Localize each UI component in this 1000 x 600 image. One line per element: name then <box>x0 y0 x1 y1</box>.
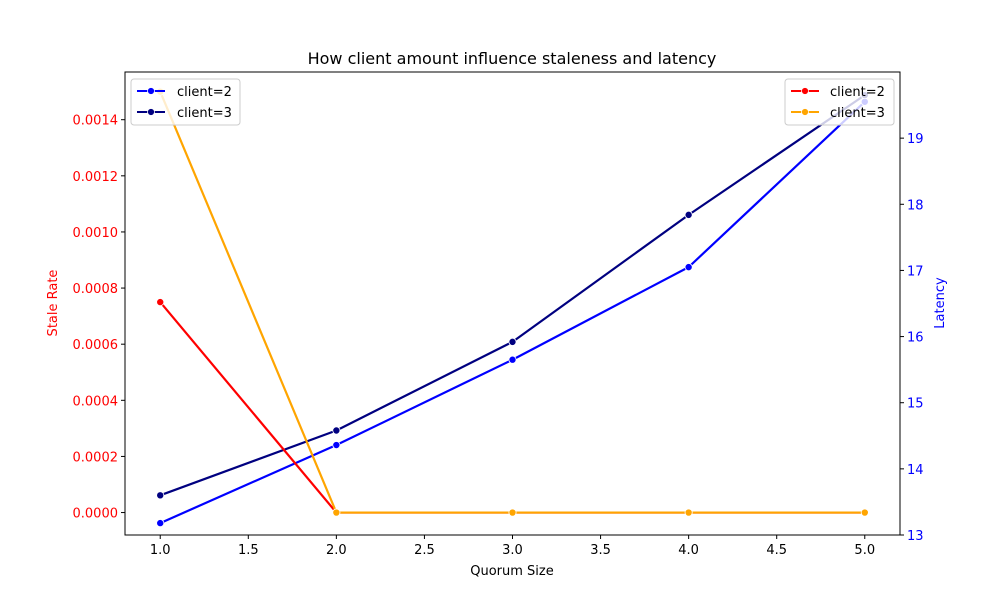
left-y-tick-label: 0.0008 <box>73 282 119 297</box>
legend-marker <box>147 108 155 116</box>
stale-rate-data-point <box>508 508 517 517</box>
x-tick-label: 2.5 <box>414 543 435 558</box>
right-y-tick-label: 14 <box>907 463 924 478</box>
stale-rate-data-point <box>684 508 693 517</box>
right-y-tick-label: 19 <box>907 132 924 147</box>
stale-rate-data-point <box>860 508 869 517</box>
left-y-tick-label: 0.0004 <box>73 394 119 409</box>
left-y-axis-label: Stale Rate <box>46 270 61 337</box>
latency-data-point <box>156 491 165 500</box>
x-axis: 1.0 1.5 2.0 2.5 3.0 3.5 4.0 4.5 5.0 <box>150 535 875 558</box>
latency-data-point <box>156 519 165 528</box>
x-tick-label: 3.5 <box>590 543 611 558</box>
stale-rate-data-point <box>332 508 341 517</box>
latency-data-point <box>508 337 517 346</box>
x-axis-label: Quorum Size <box>470 564 554 579</box>
right-y-axis: 13 14 15 16 17 18 19 <box>900 132 924 544</box>
x-tick-label: 4.0 <box>678 543 699 558</box>
stale-rate-data-point <box>156 298 165 307</box>
right-y-tick-label: 16 <box>907 331 924 346</box>
right-y-tick-label: 17 <box>907 264 924 279</box>
x-tick-label: 1.0 <box>150 543 171 558</box>
latency-data-point <box>684 263 693 272</box>
right-y-tick-label: 13 <box>907 529 924 544</box>
right-y-axis-label: Latency <box>933 277 948 329</box>
left-y-tick-label: 0.0006 <box>73 338 119 353</box>
legend-latency: client=2 client=3 <box>130 78 241 126</box>
legend-label: client=2 <box>830 85 885 100</box>
legend-stale-rate: client=2 client=3 <box>784 78 895 126</box>
x-tick-label: 5.0 <box>854 543 875 558</box>
legend-label: client=3 <box>830 106 885 121</box>
left-y-tick-label: 0.0012 <box>73 170 119 185</box>
left-y-axis: 0.0000 0.0002 0.0004 0.0006 0.0008 0.0010 0.00… <box>73 114 125 522</box>
x-tick-label: 2.0 <box>326 543 347 558</box>
legend-label: client=3 <box>177 106 232 121</box>
latency-data-point <box>684 210 693 219</box>
left-y-tick-label: 0.0014 <box>73 114 119 129</box>
right-y-tick-label: 15 <box>907 397 924 412</box>
left-y-tick-label: 0.0002 <box>73 450 119 465</box>
plot-marks <box>156 87 869 528</box>
x-tick-label: 3.0 <box>502 543 523 558</box>
legend-marker <box>147 87 155 95</box>
legend-label: client=2 <box>177 85 232 100</box>
latency-data-point <box>508 355 517 364</box>
left-y-tick-label: 0.0000 <box>73 507 119 522</box>
latency-data-point <box>332 426 341 435</box>
legend-marker <box>801 87 809 95</box>
chart-title: How client amount influence staleness an… <box>308 49 717 68</box>
x-tick-label: 1.5 <box>238 543 259 558</box>
x-tick-label: 4.5 <box>766 543 787 558</box>
right-y-tick-label: 18 <box>907 198 924 213</box>
legend-marker <box>801 108 809 116</box>
left-y-tick-label: 0.0010 <box>73 226 119 241</box>
latency-data-point <box>332 441 341 450</box>
